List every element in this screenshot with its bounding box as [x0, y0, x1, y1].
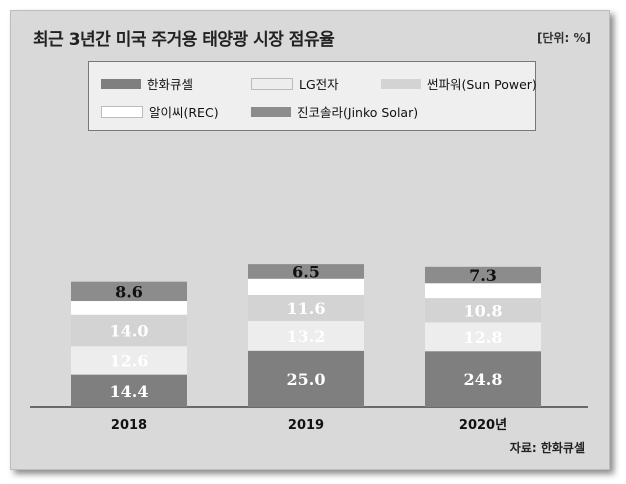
bar-segment-rec-2: [425, 283, 541, 299]
legend: 한화큐셀 LG전자 썬파워(Sun Power) 알이씨(REC) 진코솔라(Jinko…: [88, 61, 537, 131]
legend-swatch-rec: [101, 105, 143, 118]
legend-label-hanwha: 한화큐셀: [147, 77, 194, 92]
bar-segment-jinko-1: [248, 264, 364, 279]
legend-swatch-jinko: [251, 106, 291, 117]
bar-segment-jinko-0: [71, 281, 187, 302]
legend-item-rec: 알이씨(REC): [101, 102, 219, 121]
bar-segment-hanwha-2: [425, 351, 541, 407]
legend-label-lg: LG전자: [299, 77, 339, 92]
x-tick-label-0: 2018: [111, 418, 147, 433]
bar-segment-hanwha-1: [248, 350, 364, 407]
data-label-sunpower-0: 14.0: [110, 322, 149, 341]
legend-label-jinko: 진코솔라(Jinko Solar): [297, 105, 419, 120]
legend-item-jinko: 진코솔라(Jinko Solar): [251, 102, 418, 121]
bar-segment-jinko-2: [425, 266, 541, 284]
x-tick-label-1: 2019: [288, 418, 324, 433]
bar-segment-sunpower-1: [248, 294, 364, 322]
data-label-lg-1: 13.2: [287, 327, 326, 346]
bar-segment-lg-1: [248, 321, 364, 351]
legend-swatch-sunpower: [381, 78, 421, 89]
bar-segment-hanwha-0: [71, 374, 187, 407]
data-label-lg-0: 12.6: [110, 351, 149, 370]
legend-swatch-lg: [251, 77, 293, 90]
legend-item-hanwha: 한화큐셀: [101, 74, 193, 93]
chart-title: 최근 3년간 미국 주거용 태양광 시장 점유율: [33, 30, 335, 50]
bar-segment-rec-0: [71, 301, 187, 315]
data-label-hanwha-0: 14.4: [110, 382, 149, 401]
legend-item-lg: LG전자: [251, 74, 339, 93]
data-label-jinko-2: 7.3: [469, 266, 497, 285]
data-label-lg-2: 12.8: [464, 328, 503, 347]
data-label-sunpower-1: 11.6: [287, 299, 326, 318]
data-label-hanwha-1: 25.0: [287, 370, 326, 389]
x-tick-label-2: 2020년: [459, 418, 507, 433]
data-label-jinko-0: 8.6: [115, 282, 143, 301]
bar-segment-rec-1: [248, 278, 364, 295]
data-label-sunpower-2: 10.8: [464, 301, 503, 320]
legend-item-sunpower: 썬파워(Sun Power): [381, 74, 537, 93]
source-label: 자료: 한화큐셀: [509, 441, 585, 455]
unit-label: [단위: %]: [536, 31, 591, 45]
data-label-hanwha-2: 24.8: [464, 370, 503, 389]
legend-label-rec: 알이씨(REC): [149, 105, 219, 120]
legend-swatch-hanwha: [101, 78, 141, 89]
bar-segment-sunpower-2: [425, 298, 541, 323]
legend-label-sunpower: 썬파워(Sun Power): [427, 77, 537, 92]
bar-segment-lg-0: [71, 346, 187, 375]
bar-segment-lg-2: [425, 322, 541, 352]
stacked-bar-chart: 14.4 12.6 14.0 8.6 2018 25.0 13.2 11.6 6.5 2019 24…: [30, 262, 588, 433]
bar-segment-sunpower-0: [71, 314, 187, 347]
data-label-jinko-1: 6.5: [292, 262, 320, 281]
